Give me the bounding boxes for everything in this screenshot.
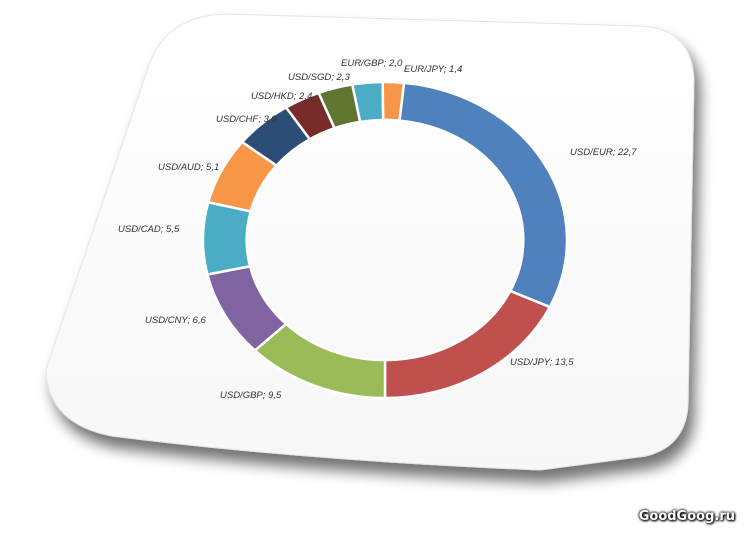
donut-slice-usd-cad — [201, 200, 253, 276]
watermark-text: GoodGoog.ru — [638, 509, 735, 524]
slice-label-usd-hkd: USD/HKD; 2,4 — [251, 91, 312, 102]
slice-label-usd-sgd: USD/SGD; 2,3 — [288, 72, 350, 83]
slice-label-usd-chf: USD/CHF; 3,9 — [216, 114, 277, 125]
chart-card-background — [45, 13, 695, 471]
slice-label-eur-jpy: EUR/JPY; 1,4 — [404, 64, 462, 75]
slice-label-usd-cny: USD/CNY; 6,6 — [145, 315, 207, 326]
slice-label-usd-aud: USD/AUD; 5,1 — [158, 162, 219, 173]
slice-label-eur-gbp: EUR/GBP; 2,0 — [341, 58, 403, 69]
slice-labels: USD/EUR; 22,7 USD/JPY; 13,5 USD/GBP; 9,5 US… — [118, 58, 637, 401]
donut-chart — [201, 80, 569, 400]
donut-slice-eur-jpy — [381, 80, 406, 122]
slice-label-usd-eur: USD/EUR; 22,7 — [570, 147, 637, 158]
slice-label-usd-gbp: USD/GBP; 9,5 — [220, 390, 282, 401]
slice-label-usd-cad: USD/CAD; 5,5 — [118, 224, 180, 235]
slice-label-usd-jpy: USD/JPY; 13,5 — [510, 357, 574, 368]
